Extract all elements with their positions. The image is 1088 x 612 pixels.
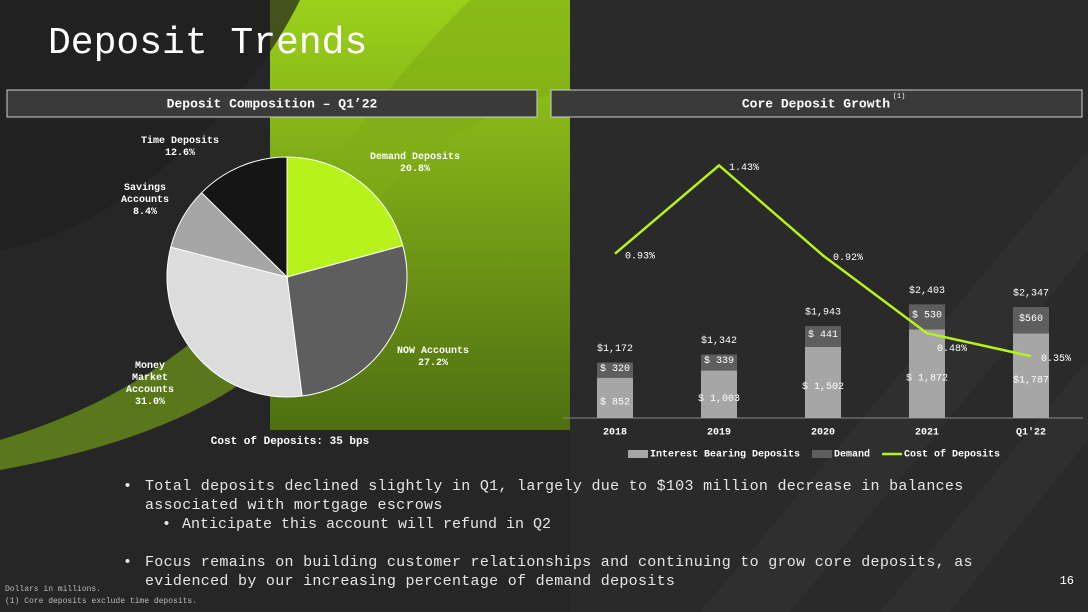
bar-segment bbox=[597, 377, 633, 418]
bar-segment bbox=[805, 346, 841, 418]
bar-segment bbox=[701, 370, 737, 418]
panel-title: Core Deposit Growth bbox=[742, 96, 890, 111]
bar-value-label: $1,787 bbox=[1013, 374, 1049, 386]
legend-label: Cost of Deposits bbox=[904, 449, 1000, 461]
decor-right bbox=[570, 0, 1088, 612]
bar-value-label: $ 1,003 bbox=[698, 393, 740, 405]
bar-segment bbox=[909, 329, 945, 418]
pie-value: 8.4% bbox=[132, 207, 157, 218]
footnote: (1) Core deposits exclude time deposits. bbox=[5, 597, 198, 606]
line-value-label: 0.92% bbox=[833, 253, 863, 264]
bullet: Focus remains on building customer relat… bbox=[123, 553, 1025, 591]
footnote: Dollars in millions. bbox=[5, 585, 102, 594]
x-tick-label: 2021 bbox=[915, 428, 939, 439]
pie-annotation: Cost of Deposits: 35 bps bbox=[211, 436, 369, 448]
bar-total-label: $2,403 bbox=[909, 285, 945, 297]
bar-segment bbox=[701, 354, 737, 371]
bar-value-label: $ 441 bbox=[808, 329, 838, 341]
bar-segment bbox=[1013, 333, 1049, 418]
bar-segment bbox=[1013, 306, 1049, 334]
line-value-label: 0.35% bbox=[1041, 354, 1071, 365]
x-tick-label: 2020 bbox=[811, 428, 835, 439]
pie-category: Demand Deposits bbox=[369, 152, 460, 163]
bar-value-label: $560 bbox=[1019, 313, 1043, 325]
pie-value: 27.2% bbox=[417, 358, 448, 369]
line-value-label: 1.43% bbox=[729, 163, 759, 174]
bar-total-label: $1,943 bbox=[805, 307, 841, 319]
title-note: (1) bbox=[893, 93, 906, 101]
bar-value-label: $ 1,502 bbox=[802, 381, 844, 393]
bar-value-label: $ 320 bbox=[600, 363, 630, 375]
panel-title: Deposit Composition – Q1’22 bbox=[167, 96, 378, 111]
pie-category: Savings Accounts bbox=[120, 183, 169, 206]
page-number: 16 bbox=[1060, 574, 1074, 588]
legend-swatch bbox=[628, 450, 648, 458]
legend-label: Interest Bearing Deposits bbox=[650, 449, 800, 461]
bar-total-label: $2,347 bbox=[1013, 288, 1049, 300]
bar-value-label: $ 852 bbox=[600, 396, 630, 408]
pie-value: 20.8% bbox=[399, 164, 430, 175]
pie-slice bbox=[286, 156, 404, 278]
line-value-label: 0.93% bbox=[625, 251, 655, 262]
x-tick-label: 2018 bbox=[603, 428, 627, 439]
pie-label: Time Deposits 12.6% bbox=[100, 136, 260, 160]
bar-segment bbox=[805, 326, 841, 347]
bullet: Total deposits declined slightly in Q1, … bbox=[123, 477, 1025, 515]
bar-value-label: $ 1,872 bbox=[906, 372, 948, 384]
sub-bullet: Anticipate this account will refund in Q… bbox=[162, 516, 551, 533]
pie-slice bbox=[166, 246, 303, 398]
decor-dark bbox=[0, 0, 300, 250]
line bbox=[614, 163, 1032, 358]
x-tick-label: 2019 bbox=[707, 428, 731, 439]
line-value-label: 0.48% bbox=[937, 344, 967, 355]
slide-title: Deposit Trends bbox=[48, 22, 367, 65]
pie-slice bbox=[286, 245, 408, 397]
pie-slice bbox=[200, 156, 288, 279]
pie-category: Time Deposits bbox=[140, 136, 219, 147]
bar-value-label: $ 339 bbox=[704, 355, 734, 367]
pie-label: Demand Deposits 20.8% bbox=[335, 152, 495, 176]
legend-swatch bbox=[812, 450, 833, 458]
panel-header bbox=[6, 89, 538, 118]
legend-label: Demand bbox=[834, 449, 870, 461]
bar-total-label: $1,342 bbox=[701, 335, 737, 347]
bar-total-label: $1,172 bbox=[597, 343, 633, 355]
panel-header bbox=[550, 89, 1083, 118]
pie-value: 31.0% bbox=[134, 397, 165, 408]
pie-category: NOW Accounts bbox=[396, 346, 469, 357]
pie-value: 12.6% bbox=[164, 148, 195, 159]
bar-value-label: $ 530 bbox=[912, 310, 942, 322]
bar-segment bbox=[597, 362, 633, 378]
pie-label: Money Market Accounts 31.0% bbox=[115, 361, 185, 409]
x-tick-label: Q1'22 bbox=[1016, 427, 1046, 439]
pie-label: NOW Accounts 27.2% bbox=[353, 346, 513, 370]
pie-category: Money Market Accounts bbox=[125, 361, 174, 396]
pie-label: Savings Accounts 8.4% bbox=[115, 183, 175, 219]
